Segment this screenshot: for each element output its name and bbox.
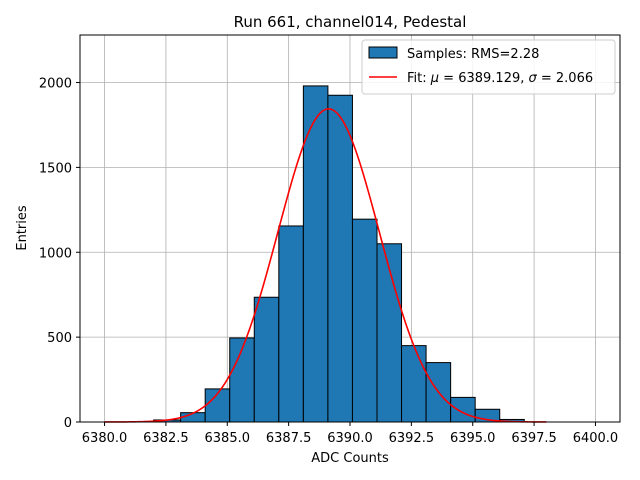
histogram-bar — [401, 345, 427, 423]
histogram-bar — [278, 225, 304, 423]
legend-box — [361, 39, 616, 95]
x-tick-label: 6397.5 — [511, 431, 557, 446]
x-tick-label: 6387.5 — [266, 431, 312, 446]
histogram-bars — [153, 85, 525, 423]
y-axis-ticks: 0 500 1000 1500 2000 — [39, 77, 80, 431]
x-tick-label: 6400.0 — [573, 431, 619, 446]
x-axis-ticks: 6380.0 6382.5 6385.0 6387.5 6390.0 6392.5 6395… — [82, 422, 618, 446]
legend: Samples: RMS=2.28 Fit: μ = 6389.129, σ =… — [361, 39, 616, 95]
x-tick-label: 6385.0 — [205, 431, 251, 446]
y-tick-label: 1000 — [39, 246, 72, 261]
x-tick-label: 6392.5 — [389, 431, 435, 446]
legend-fit-label: Fit: μ = 6389.129, σ = 2.066 — [407, 71, 593, 86]
x-tick-label: 6382.5 — [143, 431, 189, 446]
legend-mu-symbol: μ — [430, 71, 439, 86]
histogram-bar — [302, 85, 329, 423]
histogram-bar — [376, 243, 403, 423]
y-tick-label: 0 — [64, 416, 72, 431]
histogram-bar — [450, 396, 476, 423]
legend-sigma-value: = 2.066 — [537, 71, 593, 86]
legend-samples-swatch — [368, 46, 398, 59]
y-tick-label: 500 — [47, 331, 72, 346]
x-tick-label: 6390.0 — [327, 431, 373, 446]
histogram-bar — [351, 218, 378, 423]
x-tick-label: 6380.0 — [82, 431, 128, 446]
y-tick-label: 1500 — [39, 161, 72, 176]
x-tick-label: 6395.0 — [450, 431, 496, 446]
legend-mu-value: = 6389.129, — [439, 71, 528, 86]
x-axis-label: ADC Counts — [311, 451, 389, 466]
gaussian-fit-curve — [104, 108, 547, 423]
histogram-bar — [253, 296, 280, 423]
legend-sigma-symbol: σ — [529, 71, 538, 86]
chart-title: Run 661, channel014, Pedestal — [234, 13, 467, 31]
histogram-bar — [327, 94, 353, 423]
legend-fit-prefix: Fit: — [407, 71, 431, 86]
legend-samples-label: Samples: RMS=2.28 — [407, 47, 539, 62]
y-tick-label: 2000 — [39, 77, 72, 92]
y-axis-label: Entries — [15, 205, 30, 251]
